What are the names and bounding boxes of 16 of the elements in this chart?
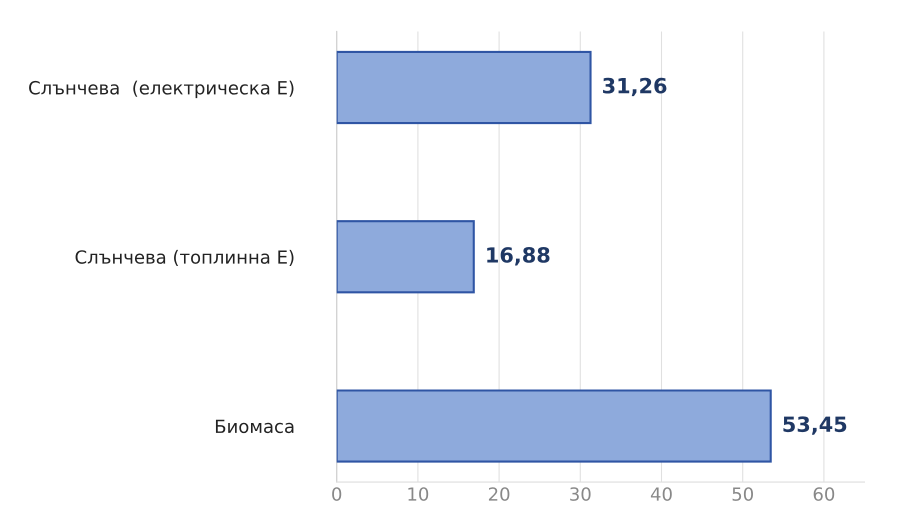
- y-tick-label: Слънчева (топлинна Е): [76, 250, 294, 266]
- x-tick-label: 10: [408, 487, 428, 501]
- x-tick-label: 30: [570, 487, 591, 501]
- x-tick-label: 40: [650, 487, 672, 501]
- x-tick-label: 0: [332, 487, 342, 501]
- data-label: 16,88: [487, 247, 550, 266]
- x-tick-label: 50: [732, 487, 753, 501]
- y-tick-label: Биомаса: [216, 420, 294, 434]
- bar: [336, 389, 772, 463]
- bar: [336, 220, 475, 294]
- x-tick-label: 20: [488, 487, 510, 501]
- y-tick-label: Слънчева (електрическа Е): [29, 80, 294, 98]
- x-tick-label: 60: [814, 487, 834, 501]
- data-label: 53,45: [783, 416, 846, 435]
- data-label: 31,26: [603, 78, 666, 96]
- bar: [336, 50, 592, 124]
